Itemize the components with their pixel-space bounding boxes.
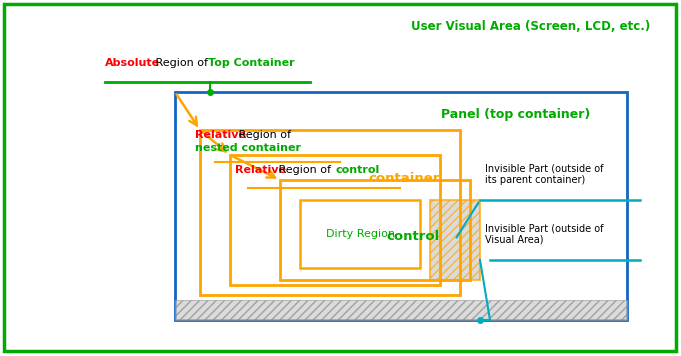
Text: container: container — [368, 172, 440, 185]
Text: control: control — [335, 165, 379, 175]
Text: Panel (top container): Panel (top container) — [441, 108, 590, 121]
Bar — [430, 200, 480, 280]
Text: Invisible Part (outside of
Visual Area): Invisible Part (outside of Visual Area) — [485, 224, 603, 245]
Text: Invisible Part (outside of
its parent container): Invisible Part (outside of its parent co… — [485, 163, 603, 185]
Bar — [200, 130, 460, 295]
Text: Dirty Region: Dirty Region — [326, 229, 394, 239]
Bar — [230, 155, 440, 285]
Text: control: control — [387, 230, 440, 243]
Bar — [280, 180, 470, 280]
Bar — [175, 92, 627, 320]
Text: Region of: Region of — [152, 58, 212, 68]
Bar — [175, 300, 627, 320]
Text: User Visual Area (Screen, LCD, etc.): User Visual Area (Screen, LCD, etc.) — [411, 20, 650, 33]
Text: Relative: Relative — [235, 165, 286, 175]
Text: Top Container: Top Container — [208, 58, 295, 68]
Text: Relative: Relative — [195, 130, 246, 140]
Text: Region of: Region of — [235, 130, 291, 140]
Bar — [300, 200, 420, 268]
Text: Absolute: Absolute — [105, 58, 160, 68]
Text: Region of: Region of — [275, 165, 334, 175]
Text: nested container: nested container — [195, 143, 301, 153]
